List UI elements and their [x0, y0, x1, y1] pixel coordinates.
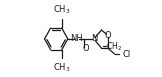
Text: Cl: Cl [122, 50, 130, 59]
Text: O: O [82, 44, 89, 53]
Text: O: O [104, 31, 111, 40]
Text: N: N [91, 34, 97, 43]
Text: CH$_2$: CH$_2$ [106, 40, 122, 53]
Text: CH$_3$: CH$_3$ [53, 3, 71, 16]
Text: CH$_3$: CH$_3$ [53, 62, 71, 74]
Text: NH: NH [70, 34, 83, 43]
